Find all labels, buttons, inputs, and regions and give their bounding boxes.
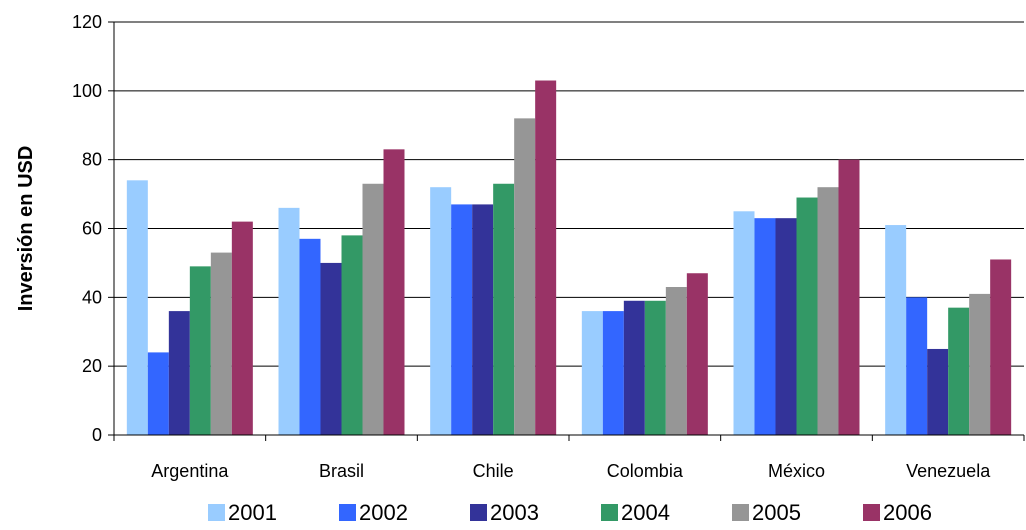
bar-venezuela-2004 xyxy=(948,307,970,435)
legend-swatch-2006 xyxy=(863,504,880,521)
bar-m-xico-2001 xyxy=(733,211,755,435)
x-tick-labels: Argentina Brasil Chile Colombia México Venezu… xyxy=(151,461,991,481)
bar-argentina-2002 xyxy=(147,352,169,435)
bar-argentina-2003 xyxy=(168,311,190,435)
bar-brasil-2002 xyxy=(299,238,321,435)
bar-venezuela-2001 xyxy=(885,225,907,435)
legend-swatch-2004 xyxy=(601,504,618,521)
bar-argentina-2005 xyxy=(210,252,232,435)
legend-label-2006: 2006 xyxy=(883,500,932,525)
bar-m-xico-2002 xyxy=(754,218,776,435)
axes xyxy=(113,22,1024,436)
legend-label-2001: 2001 xyxy=(228,500,277,525)
legend-label-2003: 2003 xyxy=(490,500,539,525)
bar-argentina-2006 xyxy=(231,221,253,435)
bar-argentina-2001 xyxy=(126,180,148,435)
bar-venezuela-2005 xyxy=(969,293,991,435)
gridlines xyxy=(108,21,1025,441)
bar-venezuela-2003 xyxy=(927,348,949,435)
bar-chile-2006 xyxy=(535,80,557,435)
bar-colombia-2002 xyxy=(602,311,624,435)
y-tick-label: 100 xyxy=(72,81,102,101)
bars xyxy=(126,80,1012,435)
bar-colombia-2006 xyxy=(686,273,708,435)
x-tick-label: Venezuela xyxy=(906,461,991,481)
bar-brasil-2006 xyxy=(383,149,405,435)
bar-brasil-2005 xyxy=(362,183,384,435)
y-tick-label: 120 xyxy=(72,12,102,32)
legend-label-2002: 2002 xyxy=(359,500,408,525)
x-tick-label: Chile xyxy=(473,461,514,481)
bar-colombia-2005 xyxy=(665,287,687,435)
y-tick-label: 20 xyxy=(82,356,102,376)
legend-swatch-2001 xyxy=(208,504,225,521)
bar-m-xico-2006 xyxy=(838,159,860,435)
bar-argentina-2004 xyxy=(189,266,211,435)
bar-m-xico-2004 xyxy=(796,197,818,435)
bar-colombia-2001 xyxy=(581,311,603,435)
y-tick-label: 0 xyxy=(92,425,102,445)
bar-chile-2005 xyxy=(514,118,536,435)
y-tick-label: 60 xyxy=(82,219,102,239)
x-tick-label: México xyxy=(768,461,825,481)
y-axis-label: Inversión en USD xyxy=(15,146,37,312)
legend-swatch-2003 xyxy=(470,504,487,521)
bar-venezuela-2002 xyxy=(906,297,928,435)
bar-brasil-2001 xyxy=(278,207,300,435)
y-tick-label: 40 xyxy=(82,287,102,307)
x-tick-label: Argentina xyxy=(151,461,229,481)
y-tick-labels: 0 20 40 60 80 100 120 xyxy=(72,12,102,445)
legend-label-2004: 2004 xyxy=(621,500,670,525)
bar-chile-2003 xyxy=(472,204,494,435)
bar-colombia-2004 xyxy=(644,300,666,435)
bar-venezuela-2006 xyxy=(990,259,1012,435)
legend: 2001 2002 2003 2004 2005 2006 xyxy=(208,500,932,525)
bar-brasil-2004 xyxy=(341,235,363,435)
bar-chile-2004 xyxy=(493,183,515,435)
bar-m-xico-2005 xyxy=(817,187,839,435)
bar-brasil-2003 xyxy=(320,262,342,435)
x-tick-label: Colombia xyxy=(607,461,684,481)
legend-label-2005: 2005 xyxy=(752,500,801,525)
bar-colombia-2003 xyxy=(623,300,645,435)
legend-swatch-2005 xyxy=(732,504,749,521)
y-tick-label: 80 xyxy=(82,150,102,170)
bar-m-xico-2003 xyxy=(775,218,797,435)
legend-swatch-2002 xyxy=(339,504,356,521)
x-tick-label: Brasil xyxy=(319,461,364,481)
bar-chile-2002 xyxy=(451,204,473,435)
bar-chile-2001 xyxy=(430,187,452,435)
